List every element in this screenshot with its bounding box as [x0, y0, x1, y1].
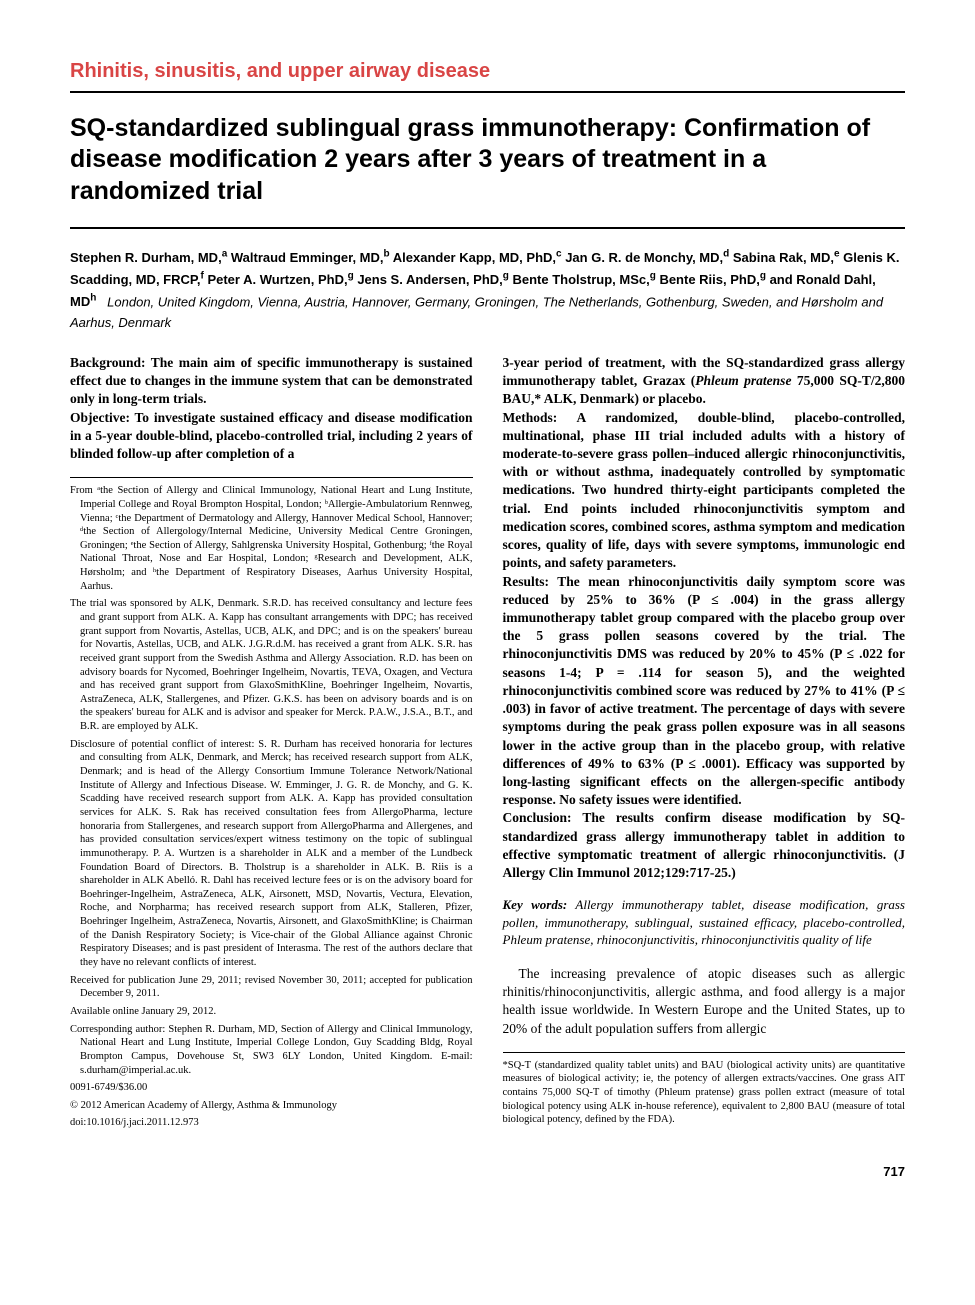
- results-label: Results:: [503, 574, 550, 589]
- abstract-left: Background: The main aim of specific imm…: [70, 354, 473, 463]
- results-text: The mean rhinoconjunctivitis daily sympt…: [503, 574, 906, 808]
- right-footnote: *SQ-T (standardized quality tablet units…: [503, 1052, 906, 1127]
- abstract-right: 3-year period of treatment, with the SQ-…: [503, 354, 906, 882]
- footnote-copyright: © 2012 American Academy of Allergy, Asth…: [70, 1099, 473, 1113]
- footnote-corresponding: Corresponding author: Stephen R. Durham,…: [70, 1023, 473, 1078]
- intro-paragraph: The increasing prevalence of atopic dise…: [503, 965, 906, 1038]
- article-title: SQ-standardized sublingual grass immunot…: [70, 113, 905, 207]
- footnote-code: 0091-6749/$36.00: [70, 1081, 473, 1095]
- methods-label: Methods:: [503, 410, 558, 425]
- footnote-disclosure: Disclosure of potential conflict of inte…: [70, 738, 473, 970]
- sqt-footnote: *SQ-T (standardized quality tablet units…: [503, 1059, 906, 1127]
- left-column: Background: The main aim of specific imm…: [70, 354, 473, 1134]
- section-header: Rhinitis, sinusitis, and upper airway di…: [70, 60, 905, 93]
- keywords-block: Key words: Allergy immunotherapy tablet,…: [503, 896, 906, 949]
- left-footnotes: From ᵃthe Section of Allergy and Clinica…: [70, 477, 473, 1130]
- footnote-sponsor: The trial was sponsored by ALK, Denmark.…: [70, 597, 473, 733]
- two-column-layout: Background: The main aim of specific imm…: [70, 354, 905, 1134]
- footnote-received: Received for publication June 29, 2011; …: [70, 974, 473, 1001]
- footnote-doi: doi:10.1016/j.jaci.2011.12.973: [70, 1116, 473, 1130]
- conclusion-label: Conclusion:: [503, 810, 572, 825]
- species-name: Phleum pratense: [695, 373, 791, 388]
- authors-block: Stephen R. Durham, MD,a Waltraud Emminge…: [70, 247, 905, 334]
- author-locations: London, United Kingdom, Vienna, Austria,…: [70, 294, 883, 330]
- footnote-affiliations: From ᵃthe Section of Allergy and Clinica…: [70, 484, 473, 593]
- title-block: SQ-standardized sublingual grass immunot…: [70, 97, 905, 229]
- page-number: 717: [70, 1164, 905, 1179]
- keywords-label: Key words:: [503, 897, 568, 912]
- objective-text: To investigate sustained efficacy and di…: [70, 410, 473, 461]
- right-column: 3-year period of treatment, with the SQ-…: [503, 354, 906, 1134]
- objective-label: Objective:: [70, 410, 130, 425]
- methods-text: A randomized, double-blind, placebo-cont…: [503, 410, 906, 571]
- background-label: Background:: [70, 355, 146, 370]
- footnote-available: Available online January 29, 2012.: [70, 1005, 473, 1019]
